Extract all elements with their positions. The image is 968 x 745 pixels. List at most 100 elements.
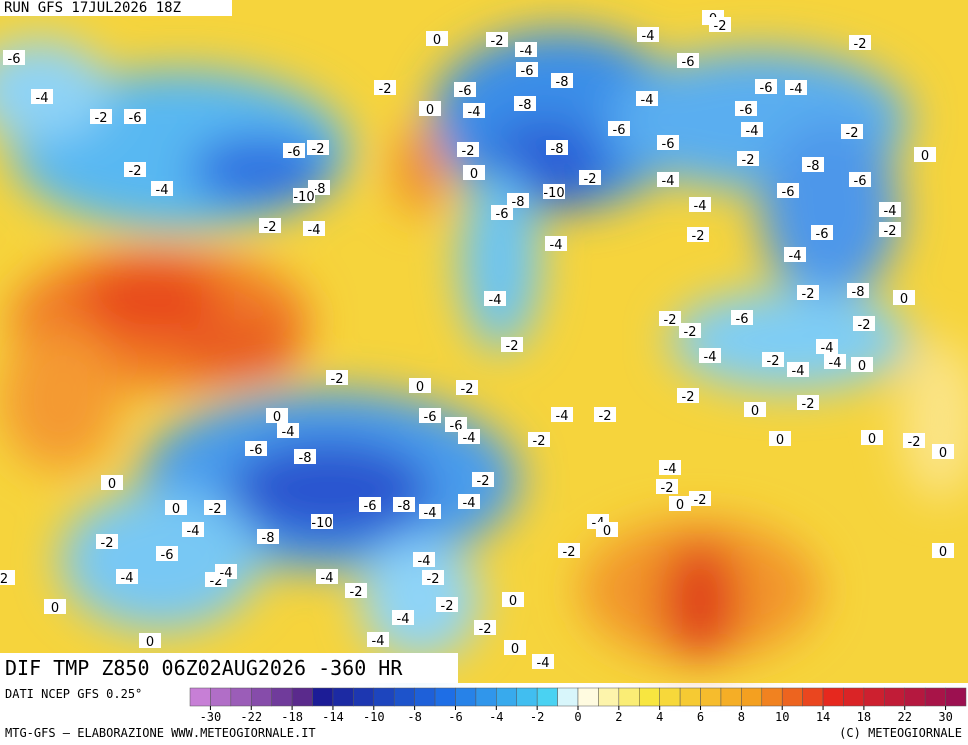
contour-label-box	[316, 569, 338, 584]
legend-swatch	[945, 687, 967, 707]
contour-label-box	[124, 162, 146, 177]
contour-label-box	[932, 543, 954, 558]
contour-label: 0	[858, 359, 866, 374]
contour-label: -4	[884, 204, 897, 219]
contour-label: -2	[462, 144, 475, 159]
contour-label: -6	[161, 548, 174, 563]
legend-swatch	[496, 687, 517, 707]
contour-label-box	[515, 42, 537, 57]
contour-label: -4	[662, 174, 675, 189]
contour-label-box	[784, 247, 806, 262]
contour-label: -6	[662, 137, 675, 152]
contour-label: 0	[921, 149, 929, 164]
contour-label: -2	[767, 354, 780, 369]
contour-label: -8	[519, 98, 532, 113]
contour-label-box	[709, 17, 731, 32]
contour-label: 0	[416, 380, 424, 395]
contour-label-box	[345, 583, 367, 598]
contour-label-box	[156, 546, 178, 561]
contour-label: -2	[379, 82, 392, 97]
contour-label-box	[699, 348, 721, 363]
contour-label: -2	[350, 585, 363, 600]
contour-label-box	[545, 236, 567, 251]
contour-label-box	[374, 80, 396, 95]
contour-label: -10	[543, 186, 564, 201]
contour-label-box	[851, 357, 873, 372]
contour-label: 0	[939, 446, 947, 461]
contour-label: -2	[129, 164, 142, 179]
legend-swatch	[924, 687, 946, 707]
legend-swatch	[781, 687, 803, 707]
contour-label: -4	[424, 506, 437, 521]
contour-label-box	[847, 283, 869, 298]
contour-label-box	[594, 407, 616, 422]
legend-swatch	[271, 687, 293, 707]
contour-label: -4	[694, 199, 707, 214]
legend-swatch	[598, 687, 620, 707]
contour-label: -4	[282, 425, 295, 440]
contour-label: 0	[939, 545, 947, 560]
contour-label-box	[528, 432, 550, 447]
contour-label-box	[914, 147, 936, 162]
contour-label-box	[735, 101, 757, 116]
contour-label-box	[426, 31, 448, 46]
contour-label: -4	[308, 223, 321, 238]
contour-label-box	[777, 183, 799, 198]
contour-label: -4	[220, 566, 233, 581]
contour-label: 0	[108, 477, 116, 492]
contour-label-box	[744, 402, 766, 417]
contour-label-box	[507, 193, 529, 208]
contour-label-box	[266, 408, 288, 423]
legend-swatch	[679, 687, 701, 707]
contour-label: -4	[372, 634, 385, 649]
contour-label-box	[824, 354, 846, 369]
contour-label-box	[44, 599, 66, 614]
legend-tick-label: 4	[656, 710, 663, 724]
contour-label: -2	[95, 111, 108, 126]
contour-label: -8	[807, 159, 820, 174]
contour-label: -6	[736, 312, 749, 327]
contour-label: -2	[682, 390, 695, 405]
contour-label: -4	[790, 82, 803, 97]
contour-label-box	[516, 62, 538, 77]
legend-tick-label: 0	[574, 710, 581, 724]
contour-label-box	[802, 157, 824, 172]
contour-label-box	[463, 103, 485, 118]
contour-label: -6	[740, 103, 753, 118]
legend-swatch	[455, 687, 477, 707]
contour-label-box	[474, 620, 496, 635]
contour-label-box	[204, 500, 226, 515]
contour-label-box	[741, 122, 763, 137]
contour-label: -4	[789, 249, 802, 264]
legend-swatch	[884, 687, 905, 707]
contour-label: -2	[854, 37, 867, 52]
legend-swatch	[700, 687, 722, 707]
contour-label: -2	[506, 339, 519, 354]
contour-label: 0	[511, 642, 519, 657]
contour-label-box	[419, 504, 441, 519]
contour-label: -6	[782, 185, 795, 200]
contour-label-box	[326, 370, 348, 385]
contour-label: -2	[312, 142, 325, 157]
contour-label-box	[303, 221, 325, 236]
contour-label-box	[551, 73, 573, 88]
contour-label-box	[903, 433, 925, 448]
contour-label-box	[502, 592, 524, 607]
contour-label-box	[484, 291, 506, 306]
legend-swatch	[536, 687, 558, 707]
legend-swatch	[230, 687, 252, 707]
contour-label-box	[215, 564, 237, 579]
contour-label-box	[277, 423, 299, 438]
contour-label: -2	[694, 493, 707, 508]
contour-label: -2	[264, 220, 277, 235]
contour-label: -2	[461, 382, 474, 397]
contour-label-box	[182, 522, 204, 537]
contour-label-box	[893, 290, 915, 305]
contour-label-box	[311, 514, 333, 529]
contour-label: -6	[424, 410, 437, 425]
contour-label: -2	[331, 372, 344, 387]
contour-label-box	[367, 632, 389, 647]
contour-label: -6	[288, 145, 301, 160]
contour-label: -2	[684, 325, 697, 340]
contour-label-box	[762, 352, 784, 367]
